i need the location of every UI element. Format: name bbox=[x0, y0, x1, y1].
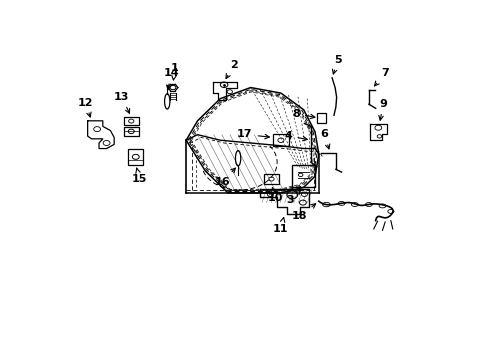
Text: 12: 12 bbox=[78, 98, 93, 117]
Text: 17: 17 bbox=[237, 130, 269, 139]
Text: 16: 16 bbox=[215, 168, 235, 186]
Text: 2: 2 bbox=[225, 60, 237, 78]
Text: 18: 18 bbox=[291, 204, 315, 221]
Text: 11: 11 bbox=[273, 217, 288, 234]
Text: 14: 14 bbox=[163, 68, 179, 90]
Text: 10: 10 bbox=[267, 188, 283, 203]
Text: 1: 1 bbox=[171, 63, 178, 80]
Text: 4: 4 bbox=[284, 131, 306, 141]
Text: 13: 13 bbox=[114, 92, 129, 113]
Text: 8: 8 bbox=[292, 109, 314, 119]
Text: 5: 5 bbox=[332, 55, 341, 74]
Text: 15: 15 bbox=[132, 168, 147, 184]
Text: 6: 6 bbox=[320, 130, 329, 149]
Text: 7: 7 bbox=[374, 68, 388, 86]
Text: 3: 3 bbox=[286, 190, 300, 204]
Text: 9: 9 bbox=[378, 99, 386, 120]
